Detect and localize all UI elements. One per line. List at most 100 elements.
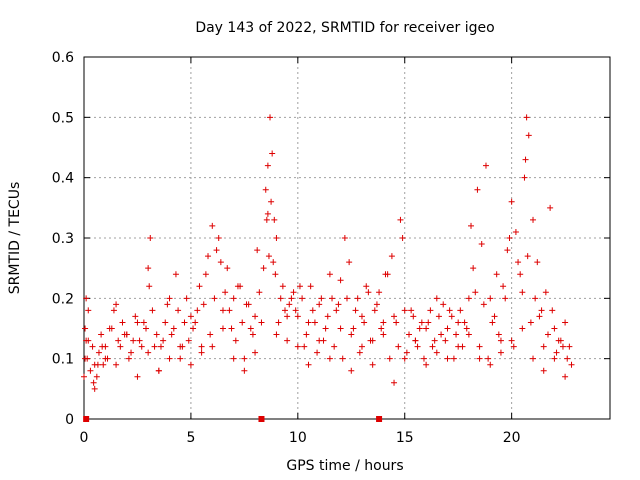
- data-point: [294, 343, 301, 350]
- data-point: [177, 355, 184, 362]
- data-point: [348, 331, 355, 338]
- data-point: [508, 337, 515, 344]
- x-tick-label: 0: [80, 430, 89, 446]
- data-point: [540, 343, 547, 350]
- data-point: [95, 349, 102, 356]
- data-point: [147, 235, 154, 241]
- data-point: [138, 343, 145, 350]
- data-points: [81, 114, 575, 392]
- y-axis-label: SRMTID / TECUs: [7, 182, 23, 295]
- data-point: [87, 367, 94, 374]
- data-point: [425, 319, 432, 326]
- data-point: [521, 174, 528, 181]
- data-point: [391, 379, 398, 386]
- data-point: [222, 289, 229, 296]
- data-point: [284, 337, 291, 344]
- data-point: [401, 307, 408, 314]
- data-point: [316, 301, 323, 308]
- data-point: [307, 283, 314, 290]
- data-point: [269, 150, 276, 157]
- data-point: [515, 259, 522, 266]
- y-tick-label: 0.2: [52, 291, 74, 307]
- data-point: [230, 355, 237, 362]
- y-tick-label: 0: [65, 412, 74, 428]
- data-point: [519, 325, 526, 332]
- data-point: [305, 361, 312, 368]
- data-point: [258, 319, 265, 326]
- data-point: [82, 325, 89, 332]
- data-point: [500, 283, 507, 290]
- data-point: [530, 216, 537, 223]
- data-point: [215, 235, 222, 241]
- data-point: [568, 361, 575, 368]
- data-point: [480, 301, 487, 308]
- data-point: [448, 313, 455, 320]
- data-point: [365, 289, 372, 296]
- data-point: [113, 361, 120, 368]
- data-point: [187, 361, 194, 368]
- data-point: [209, 343, 216, 350]
- data-point: [247, 325, 254, 332]
- data-point: [455, 319, 462, 326]
- data-point: [299, 295, 306, 302]
- data-point: [461, 319, 468, 326]
- data-point: [267, 114, 274, 121]
- data-point: [542, 289, 549, 296]
- data-point: [155, 367, 162, 374]
- data-point: [562, 319, 569, 326]
- data-point: [272, 271, 279, 278]
- x-tick-labels: 0 5 10 15 20: [80, 430, 521, 446]
- data-point: [271, 216, 278, 223]
- data-point: [538, 307, 545, 314]
- data-point: [292, 307, 299, 314]
- data-point: [265, 253, 272, 260]
- data-point: [290, 289, 297, 296]
- data-point: [102, 355, 109, 362]
- data-point: [429, 343, 436, 350]
- data-point: [497, 337, 504, 344]
- data-point: [474, 186, 481, 193]
- data-point: [487, 295, 494, 302]
- data-point: [485, 355, 492, 362]
- data-point: [108, 325, 115, 332]
- axis-marker: [83, 416, 90, 422]
- data-point: [162, 319, 169, 326]
- data-point: [386, 355, 393, 362]
- data-point: [388, 253, 395, 260]
- data-point: [324, 313, 331, 320]
- data-point: [493, 271, 500, 278]
- data-point: [472, 289, 479, 296]
- data-point: [348, 367, 355, 374]
- data-point: [463, 325, 470, 332]
- data-point: [316, 337, 323, 344]
- data-point: [119, 319, 126, 326]
- data-point: [275, 319, 282, 326]
- data-point: [230, 295, 237, 302]
- data-point: [551, 355, 558, 362]
- data-point: [157, 343, 164, 350]
- data-point: [322, 325, 329, 332]
- data-point: [380, 331, 387, 338]
- data-point: [224, 265, 231, 272]
- data-point: [153, 331, 160, 338]
- data-point: [373, 301, 380, 308]
- data-point: [510, 343, 517, 350]
- data-point: [113, 301, 120, 308]
- data-point: [564, 355, 571, 362]
- data-point: [476, 355, 483, 362]
- data-point: [264, 162, 271, 169]
- data-point: [329, 295, 336, 302]
- data-point: [90, 379, 97, 386]
- data-point: [134, 319, 141, 326]
- data-point: [284, 313, 291, 320]
- data-point: [213, 247, 220, 254]
- data-point: [427, 307, 434, 314]
- data-point: [168, 331, 175, 338]
- data-point: [399, 235, 406, 241]
- data-point: [198, 343, 205, 350]
- data-point: [160, 337, 167, 344]
- data-point: [435, 313, 442, 320]
- data-point: [125, 355, 132, 362]
- data-point: [194, 307, 201, 314]
